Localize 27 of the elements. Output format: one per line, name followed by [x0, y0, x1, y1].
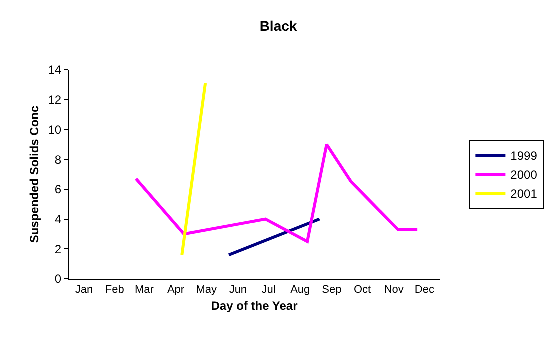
chart-title: Black: [260, 18, 298, 34]
x-axis-title: Day of the Year: [211, 299, 298, 314]
y-tick-label: 14: [48, 63, 62, 78]
x-tick-label: Sep: [322, 284, 342, 296]
y-tick-label: 8: [54, 152, 62, 167]
y-tick-label: 0: [54, 272, 62, 286]
x-tick-label: Jan: [75, 284, 94, 296]
x-tick-label: Oct: [354, 284, 372, 296]
line-series: [134, 143, 420, 244]
x-tick-label: Jun: [229, 284, 248, 296]
y-tick-label: 2: [54, 242, 62, 256]
y-tick-label: 4: [54, 212, 62, 226]
x-tick-label: Jul: [262, 284, 276, 296]
y-tick-label: 12: [48, 93, 62, 108]
x-tick-label: Mar: [134, 284, 154, 296]
y-tick-label: 10: [48, 122, 62, 137]
x-tick-label: Nov: [384, 284, 404, 296]
y-tick-label: 6: [54, 182, 62, 197]
legend-label: 2000: [510, 168, 538, 182]
x-tick-label: Apr: [167, 284, 185, 296]
y-axis-title: Suspended Solids Conc: [28, 106, 42, 244]
x-tick-label: May: [196, 284, 218, 296]
x-tick-label: Feb: [105, 284, 124, 296]
x-tick-label: Dec: [414, 284, 435, 296]
legend-label: 2001: [510, 187, 538, 202]
legend-label: 1999: [510, 149, 538, 164]
x-tick-label: Aug: [290, 284, 310, 296]
